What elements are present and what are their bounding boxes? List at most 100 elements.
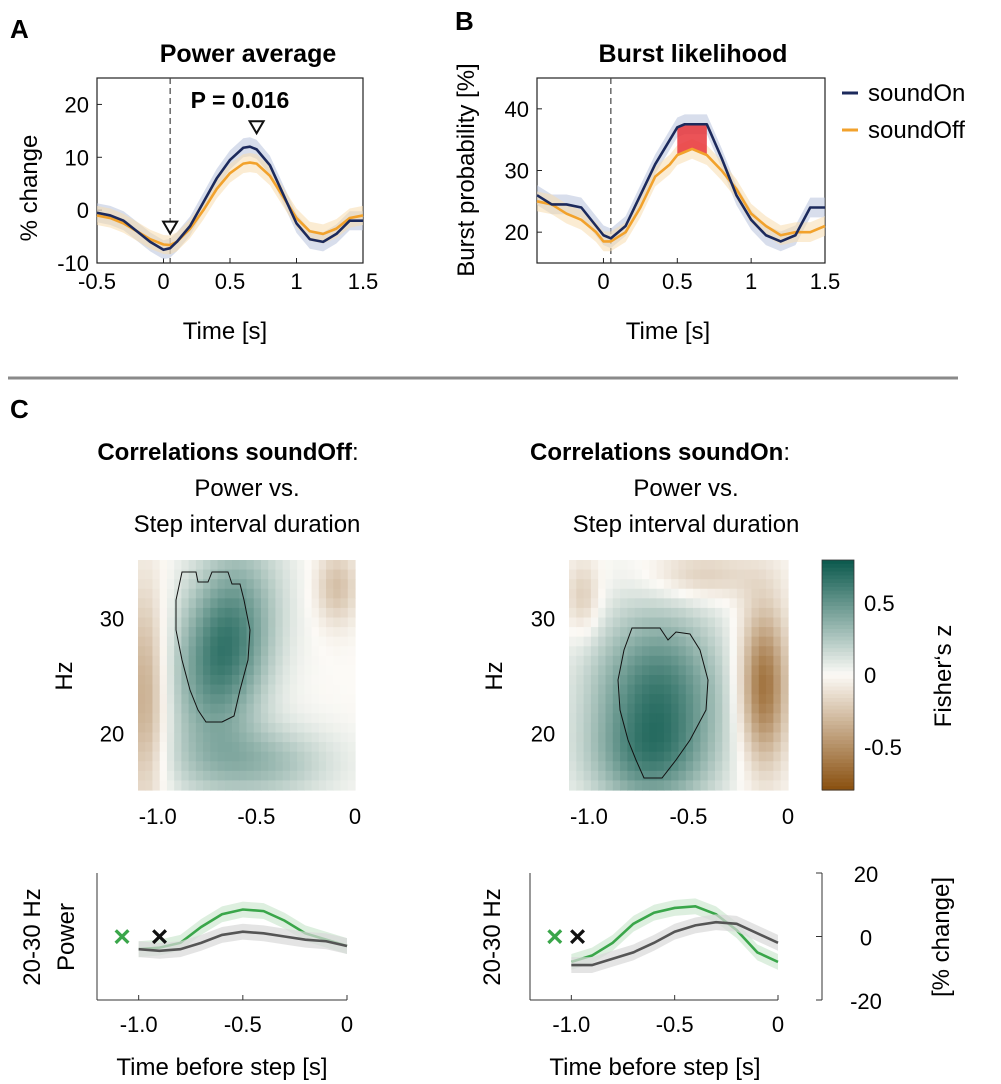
heatmap-cell	[729, 675, 738, 686]
heatmap-cell	[642, 598, 650, 609]
heatmap-cell	[729, 569, 738, 580]
heatmap-cell	[656, 694, 665, 705]
heatmap-cell	[758, 722, 767, 734]
heatmap-cell	[700, 694, 709, 705]
heatmap-cell	[318, 560, 327, 571]
heatmap-cell	[627, 713, 636, 724]
heatmap-cell	[333, 742, 342, 753]
heatmap-cell	[253, 569, 262, 580]
heatmap-cell	[203, 713, 211, 724]
heatmap-cell	[736, 761, 745, 772]
heatmap-cell	[685, 627, 694, 638]
heatmap-cell	[663, 742, 672, 753]
heatmap-cell	[275, 598, 284, 609]
colorbar-segment	[822, 617, 854, 622]
heatmap-cell	[766, 655, 774, 667]
heatmap-cell	[736, 598, 745, 609]
heatmap-cell	[598, 770, 607, 782]
heatmap-cell	[758, 655, 767, 667]
heatmap-cell	[590, 598, 599, 609]
heatmap-cell	[576, 655, 585, 667]
heatmap-cell	[253, 665, 262, 676]
heatmap-cell	[138, 780, 146, 791]
heatmap-cell	[620, 665, 628, 676]
heatmap-cell	[311, 569, 320, 580]
colorbar-segment	[822, 767, 854, 772]
heatmap-cell	[693, 770, 701, 782]
heatmap-cell	[758, 703, 767, 714]
heatmap-cell	[210, 722, 219, 734]
heatmap-cell	[347, 627, 356, 638]
heatmap-cell	[671, 722, 680, 734]
heatmap-cell	[195, 751, 204, 762]
heatmap-cell	[634, 560, 643, 571]
heatmap-cell	[751, 703, 760, 714]
heatmap-cell	[297, 732, 305, 743]
heatmap-cell	[318, 675, 327, 686]
heatmap-cell	[744, 675, 753, 686]
heatmap-cell	[159, 607, 168, 619]
heatmap-cell	[693, 665, 701, 676]
heatmap-cell	[700, 665, 709, 676]
heatmap-cell	[715, 588, 723, 599]
heatmap-cell	[634, 655, 643, 667]
heatmap-cell	[722, 751, 731, 762]
heatmap-cell	[347, 579, 356, 590]
heatmap-cell	[311, 560, 320, 571]
heatmap-cell	[700, 703, 709, 714]
heatmap-cell	[722, 761, 731, 772]
heatmap-cell	[138, 675, 146, 686]
heatmap-cell	[224, 751, 233, 762]
heatmap-cell	[326, 684, 334, 695]
colorbar-segment	[822, 698, 854, 703]
heatmap-cell	[627, 588, 636, 599]
heatmap-cell	[583, 761, 592, 772]
heatmap-cell	[195, 732, 204, 743]
heatmap-cell	[138, 636, 146, 647]
heatmap-cell	[297, 713, 305, 724]
heatmap-cell	[333, 703, 342, 714]
heatmap-cell	[181, 780, 190, 791]
heatmap-cell	[188, 761, 197, 772]
heatmap-cell	[232, 627, 240, 638]
heatmap-cell	[715, 598, 723, 609]
right-tick-label: -20	[850, 989, 882, 1014]
heatmap-cell	[663, 636, 672, 647]
heatmap-cell	[598, 703, 607, 714]
heatmap-cell	[685, 722, 694, 734]
heatmap-cell	[751, 742, 760, 753]
heatmap-cell	[181, 636, 190, 647]
heatmap-cell	[656, 761, 665, 772]
heatmap-cell	[715, 579, 723, 590]
heatmap-cell	[195, 617, 204, 628]
colorbar-tick-label: 0	[864, 663, 876, 688]
x-tick-label: 1	[745, 269, 757, 294]
heatmap-cell	[612, 713, 621, 724]
heatmap-cell	[217, 560, 226, 571]
heatmap-cell	[671, 732, 680, 743]
series-ci-band	[571, 914, 778, 974]
heatmap-cell	[166, 607, 175, 619]
heatmap-cell	[707, 684, 716, 695]
heatmap-cell	[239, 627, 248, 638]
heatmap-cell	[340, 751, 349, 762]
colorbar-segment	[822, 648, 854, 653]
heatmap-cell	[304, 607, 313, 619]
heatmap-cell	[612, 579, 621, 590]
heatmap-cell	[620, 684, 628, 695]
heatmap-cell	[203, 675, 211, 686]
heatmap-cell	[232, 636, 240, 647]
heatmap-cell	[605, 675, 614, 686]
heatmap-cell	[203, 617, 211, 628]
heatmap-cell	[707, 636, 716, 647]
heatmap-cell	[311, 636, 320, 647]
heatmap-cell	[722, 694, 731, 705]
heatmap-cell	[627, 636, 636, 647]
heatmap-cell	[685, 675, 694, 686]
heatmap-cell	[780, 655, 789, 667]
heatmap-cell	[569, 684, 577, 695]
heatmap-cell	[253, 684, 262, 695]
heatmap-cell	[634, 607, 643, 619]
heatmap-cell	[138, 569, 146, 580]
heatmap-cell	[707, 761, 716, 772]
